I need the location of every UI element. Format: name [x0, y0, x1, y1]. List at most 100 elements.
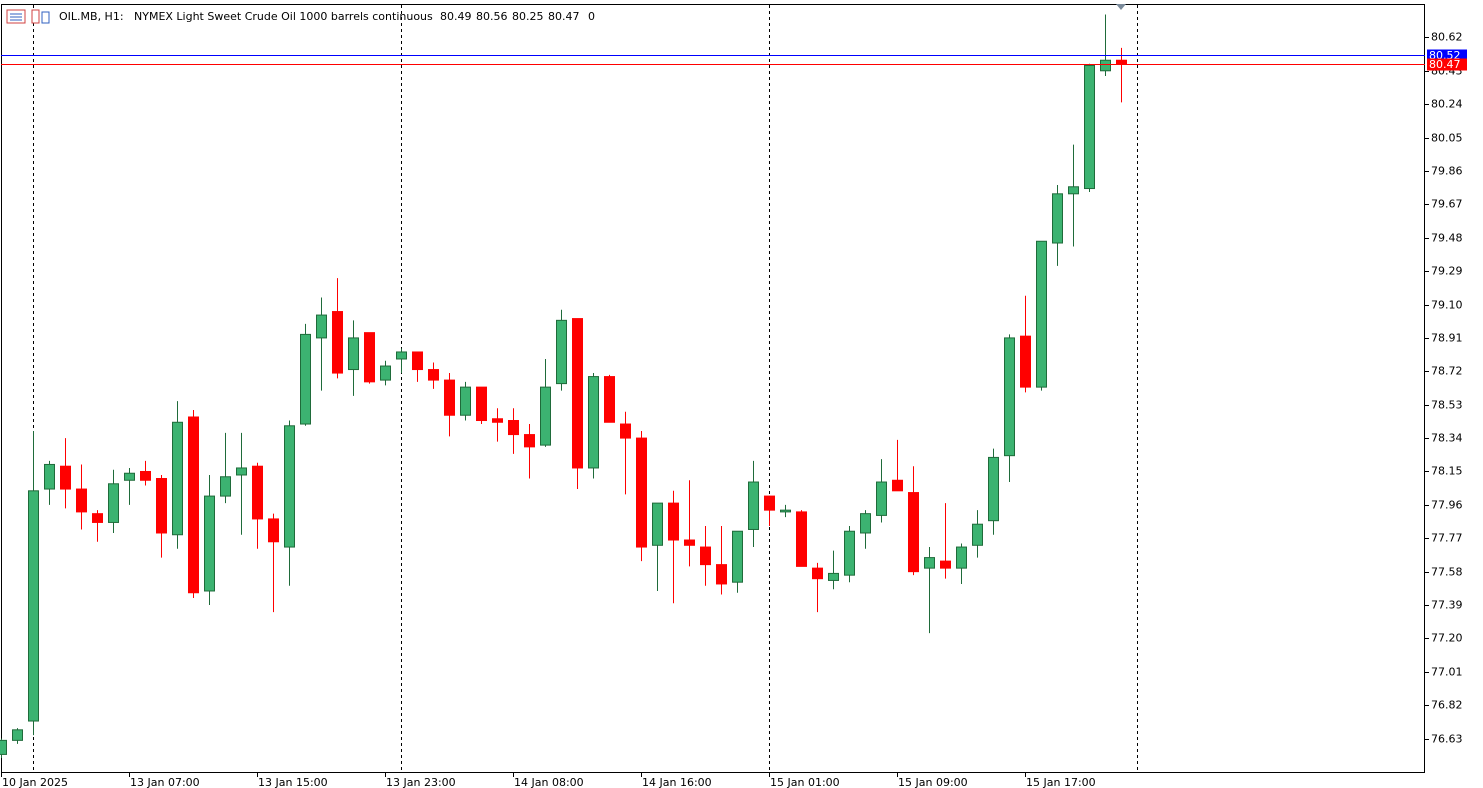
header-open: 80.49 — [440, 10, 472, 23]
candle-body — [380, 365, 391, 381]
candle-body — [12, 729, 23, 741]
candle-body — [476, 386, 487, 422]
y-tick-label: 79.29 — [1431, 265, 1463, 278]
icon — [41, 11, 50, 24]
candle-body — [1100, 59, 1111, 72]
y-tick-label: 79.48 — [1431, 232, 1463, 245]
candle-body — [620, 423, 631, 439]
candle-body — [396, 351, 407, 360]
candle-body — [124, 472, 135, 481]
candle-body — [652, 502, 663, 546]
candle-body — [1084, 65, 1095, 190]
y-tick-label: 76.82 — [1431, 699, 1463, 712]
y-tick-label: 78.34 — [1431, 432, 1463, 445]
candle-body — [988, 456, 999, 522]
candle-body — [188, 416, 199, 594]
candle-body — [1068, 186, 1079, 195]
candle-body — [748, 481, 759, 530]
candle-body — [460, 386, 471, 416]
candle-body — [876, 481, 887, 516]
candle-body — [668, 502, 679, 541]
y-tick-label: 79.67 — [1431, 198, 1463, 211]
y-tick-label: 78.72 — [1431, 365, 1463, 378]
y-tick-label: 78.91 — [1431, 332, 1463, 345]
x-tick-label: 15 Jan 09:00 — [898, 776, 968, 788]
candle-body — [348, 337, 359, 371]
toolbar-icons — [6, 9, 50, 24]
y-tick-label: 77.20 — [1431, 632, 1463, 645]
candle-body — [732, 530, 743, 583]
candle-body — [796, 511, 807, 567]
candle-body — [940, 560, 951, 569]
candle-body — [300, 333, 311, 425]
bid-label-bg — [1427, 58, 1467, 71]
y-tick-label: 79.86 — [1431, 165, 1463, 178]
candle-body — [332, 311, 343, 374]
candle-body — [892, 479, 903, 492]
x-tick-label: 13 Jan 15:00 — [258, 776, 328, 788]
x-tick-label: 13 Jan 23:00 — [386, 776, 456, 788]
candle-body — [636, 437, 647, 548]
y-tick-label: 77.01 — [1431, 666, 1463, 679]
candle-body — [0, 739, 7, 755]
candle-body — [764, 495, 775, 511]
candle-body — [1036, 240, 1047, 388]
candle-body — [700, 546, 711, 566]
candle-body — [924, 557, 935, 569]
x-tick-label: 15 Jan 01:00 — [770, 776, 840, 788]
x-tick-label: 15 Jan 17:00 — [1026, 776, 1096, 788]
candle-body — [252, 465, 263, 520]
candle-body — [428, 369, 439, 381]
header-low: 80.25 — [512, 10, 544, 23]
header-close: 80.47 — [548, 10, 580, 23]
y-tick-label: 80.62 — [1431, 31, 1463, 44]
candle-body — [588, 376, 599, 469]
candle-body — [60, 465, 71, 490]
candle-body — [844, 530, 855, 576]
candle-body — [684, 539, 695, 546]
candle-body — [508, 420, 519, 436]
candle-body — [316, 314, 327, 339]
header-symbol: OIL.MB, H1: — [59, 10, 124, 23]
candle-body — [172, 421, 183, 536]
candle-body — [492, 418, 503, 423]
candle-body — [284, 425, 295, 548]
x-tick-label: 13 Jan 07:00 — [130, 776, 200, 788]
candle-body — [140, 470, 151, 481]
candle-body — [556, 319, 567, 385]
x-tick-label: 10 Jan 2025 — [2, 776, 68, 788]
y-tick-label: 77.39 — [1431, 599, 1463, 612]
shift-marker — [1116, 4, 1126, 10]
header-volume: 0 — [588, 10, 595, 23]
candle-body — [268, 518, 279, 543]
candle-body — [956, 546, 967, 569]
candle-body — [412, 351, 423, 371]
period-separators — [33, 5, 1138, 772]
candle-body — [364, 332, 375, 383]
bid-label: 80.47 — [1429, 58, 1461, 71]
candle-body — [92, 513, 103, 523]
y-tick-label: 80.24 — [1431, 98, 1463, 111]
candle-body — [812, 567, 823, 580]
header-title: NYMEX Light Sweet Crude Oil 1000 barrels… — [134, 10, 433, 23]
candle-body — [540, 386, 551, 446]
header-high: 80.56 — [476, 10, 508, 23]
y-tick-label: 77.77 — [1431, 532, 1463, 545]
candle-body — [604, 376, 615, 423]
y-tick-label: 77.96 — [1431, 499, 1463, 512]
y-tick-label: 77.58 — [1431, 566, 1463, 579]
candle-body — [716, 564, 727, 585]
candle-body — [76, 488, 87, 513]
candle-body — [108, 483, 119, 523]
y-tick-label: 78.53 — [1431, 399, 1463, 412]
candle-body — [908, 492, 919, 573]
y-tick-label: 79.10 — [1431, 299, 1463, 312]
x-tick-label: 14 Jan 08:00 — [514, 776, 584, 788]
icon — [31, 9, 40, 24]
plot-frame — [1, 4, 1425, 773]
candle-body — [44, 463, 55, 490]
candle-body — [780, 509, 791, 513]
candle-body — [236, 467, 247, 476]
